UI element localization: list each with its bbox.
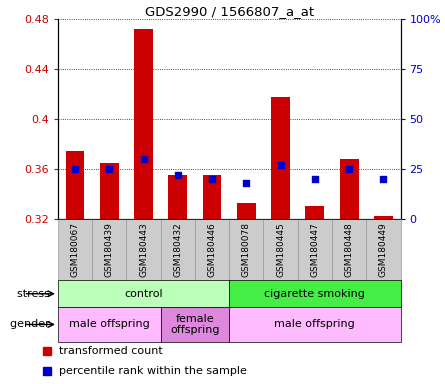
Point xyxy=(277,162,284,168)
Point xyxy=(380,176,387,182)
Text: GSM180078: GSM180078 xyxy=(242,222,251,277)
Bar xyxy=(65,152,85,219)
Bar xyxy=(161,219,195,280)
Bar xyxy=(305,207,324,219)
Text: GSM180448: GSM180448 xyxy=(344,222,354,277)
Bar xyxy=(195,219,229,280)
Bar xyxy=(92,219,126,280)
Text: control: control xyxy=(124,289,163,299)
Text: male offspring: male offspring xyxy=(275,319,355,329)
Bar xyxy=(374,217,393,219)
Bar xyxy=(271,97,290,219)
Bar xyxy=(229,219,263,280)
Bar xyxy=(202,175,222,219)
Text: GSM180067: GSM180067 xyxy=(70,222,80,277)
Bar xyxy=(168,175,187,219)
Text: transformed count: transformed count xyxy=(59,346,163,356)
Bar xyxy=(58,280,229,307)
Point xyxy=(346,166,353,172)
Text: GSM180439: GSM180439 xyxy=(105,222,114,277)
Text: GSM180443: GSM180443 xyxy=(139,222,148,277)
Text: male offspring: male offspring xyxy=(69,319,150,329)
Text: gender: gender xyxy=(10,319,53,329)
Bar xyxy=(298,219,332,280)
Point xyxy=(140,156,147,162)
Text: GSM180446: GSM180446 xyxy=(207,222,217,277)
Bar xyxy=(229,280,400,307)
Bar xyxy=(134,29,153,219)
Point xyxy=(174,172,182,178)
Bar xyxy=(229,307,400,342)
Text: cigarette smoking: cigarette smoking xyxy=(264,289,365,299)
Text: GSM180432: GSM180432 xyxy=(173,222,182,277)
Point xyxy=(312,176,319,182)
Bar xyxy=(332,219,366,280)
Point xyxy=(106,166,113,172)
Text: GSM180447: GSM180447 xyxy=(310,222,320,277)
Bar xyxy=(58,307,161,342)
Text: percentile rank within the sample: percentile rank within the sample xyxy=(59,366,247,376)
Title: GDS2990 / 1566807_a_at: GDS2990 / 1566807_a_at xyxy=(145,5,314,18)
Bar xyxy=(161,307,229,342)
Bar xyxy=(126,219,161,280)
Bar xyxy=(263,219,298,280)
Bar xyxy=(237,203,256,219)
Bar xyxy=(100,163,119,219)
Bar xyxy=(366,219,400,280)
Text: GSM180445: GSM180445 xyxy=(276,222,285,277)
Text: stress: stress xyxy=(17,289,53,299)
Point xyxy=(71,166,79,172)
Point xyxy=(209,176,216,182)
Text: female
offspring: female offspring xyxy=(170,314,220,335)
Text: GSM180449: GSM180449 xyxy=(379,222,388,277)
Bar xyxy=(58,219,92,280)
Bar xyxy=(340,159,359,219)
Point xyxy=(243,180,250,186)
